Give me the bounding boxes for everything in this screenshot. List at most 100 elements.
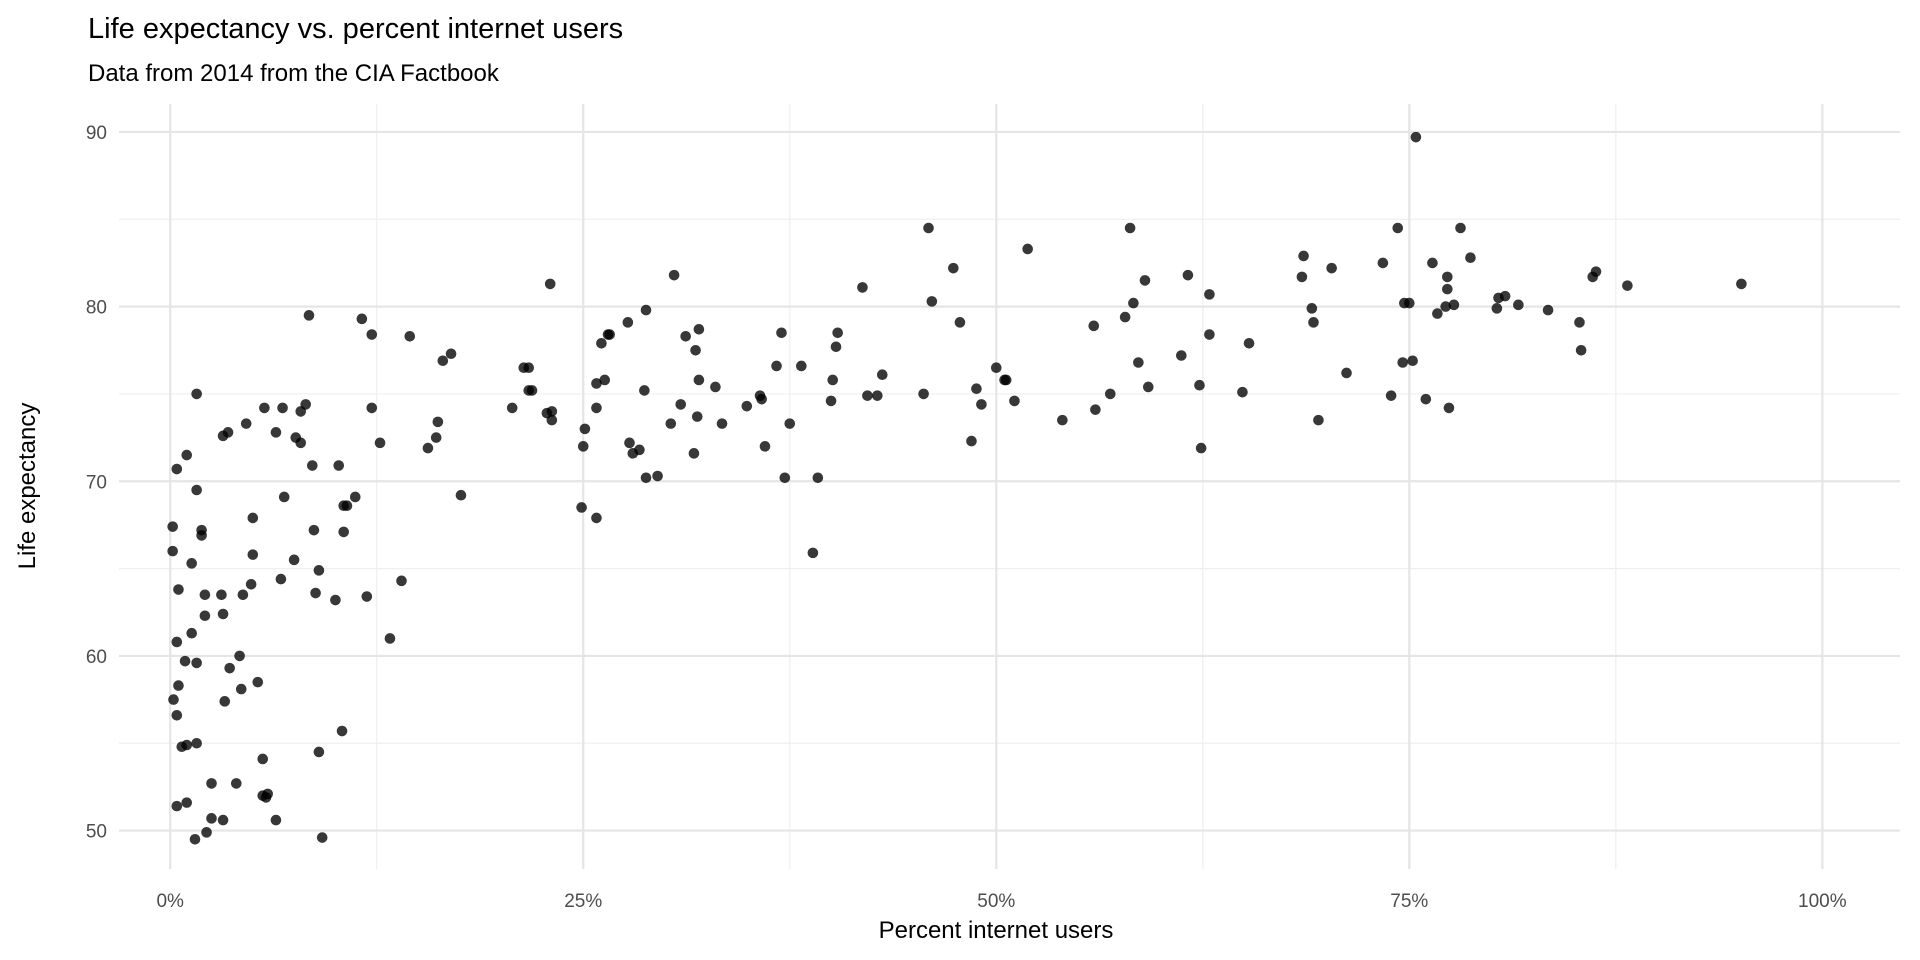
data-point [624,437,635,449]
data-point [171,800,183,812]
data-point [1377,257,1389,269]
data-point [222,427,234,438]
data-point [270,427,282,438]
data-point [366,402,378,414]
data-point [1000,374,1012,386]
data-point [1057,414,1068,426]
data-point [741,400,753,412]
data-point [675,399,687,410]
data-point [779,472,791,484]
y-tick-label: 80 [86,298,107,319]
data-point [1326,262,1337,274]
data-point [316,832,328,843]
data-point [807,547,819,559]
data-point [665,418,677,429]
data-point [1622,280,1633,291]
data-point [948,262,959,274]
data-point [1298,250,1309,262]
data-point [693,324,705,335]
data-point [825,395,837,407]
data-point [966,435,977,447]
data-point [245,579,257,590]
data-point [1736,278,1747,290]
data-point [217,814,229,826]
data-point [812,472,824,484]
data-point [288,554,300,566]
data-point [680,330,691,342]
data-point [1341,367,1352,379]
data-point [167,545,178,557]
data-point [1499,290,1511,302]
data-point [691,411,703,422]
data-point [954,317,966,328]
data-point [247,512,259,524]
data-point [356,313,368,325]
data-point [179,655,191,667]
data-point [171,636,183,648]
data-point [234,650,245,662]
gridlines [119,104,1900,869]
data-point [688,448,700,459]
data-point [422,442,434,454]
data-point [596,337,607,349]
data-point [300,399,311,410]
data-point [396,575,407,587]
data-point [206,813,217,824]
data-point [591,512,602,524]
data-point [455,489,467,501]
chart-subtitle: Data from 2014 from the CIA Factbook [88,60,500,87]
data-point [252,676,264,688]
data-points [167,131,1747,845]
data-point [171,463,183,475]
data-point [1237,386,1248,398]
data-point [262,788,273,800]
data-point [1420,393,1432,405]
x-axis-ticks: 0% 25% 50% 75% 100% [156,891,1846,912]
data-point [191,737,202,749]
data-point [544,278,556,290]
data-point [784,418,796,429]
data-point [756,393,767,405]
data-point [771,360,782,372]
data-point [1427,257,1438,269]
data-point [247,549,259,560]
data-point [199,610,211,622]
data-point [173,680,184,691]
data-point [333,460,345,471]
data-point [640,472,652,484]
data-point [1590,266,1602,277]
data-point [923,222,934,234]
data-point [181,739,193,751]
data-point [1443,402,1455,414]
data-point [526,385,538,396]
data-point [1204,329,1215,340]
data-point [191,388,202,400]
data-point [1194,379,1205,391]
data-point [1440,301,1451,312]
data-point [1142,381,1154,393]
data-point [1139,275,1151,286]
data-point [857,282,868,293]
data-point [219,696,231,707]
data-point [1392,222,1404,234]
data-point [1022,243,1033,255]
data-point [1090,404,1101,415]
data-point [1243,337,1255,349]
data-point [776,327,787,339]
y-tick-label: 70 [86,472,107,493]
data-point [171,710,183,721]
data-point [216,589,227,601]
data-point [971,383,982,394]
data-point [196,530,207,541]
data-point [437,355,449,367]
data-point [599,374,611,386]
data-point [432,416,444,428]
y-axis-title: Life expectancy [14,403,41,570]
data-point [577,441,589,452]
data-point [186,627,197,639]
data-point [796,360,807,372]
data-point [295,437,307,449]
data-point [1448,299,1460,311]
data-point [237,589,249,601]
